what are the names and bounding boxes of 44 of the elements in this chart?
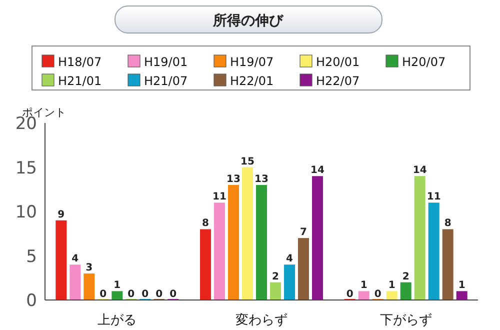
x-tick-label: 下がらず — [380, 313, 432, 328]
data-label: 3 — [86, 262, 93, 274]
legend-label: H19/07 — [230, 55, 274, 69]
data-label: 4 — [286, 254, 294, 265]
data-label: 0 — [142, 289, 149, 300]
data-label: 15 — [240, 156, 254, 168]
legend-label: H22/07 — [316, 74, 360, 88]
data-label: 2 — [272, 271, 280, 282]
legend-label: H22/01 — [230, 74, 274, 88]
data-label: 1 — [114, 280, 121, 292]
chart-title: 所得の伸び — [212, 13, 284, 29]
data-label: 4 — [72, 254, 79, 265]
data-label: 1 — [360, 280, 368, 292]
legend-label: H21/01 — [58, 74, 102, 88]
x-tick-label: 変わらず — [236, 312, 288, 328]
y-tick-label: 15 — [15, 158, 37, 178]
data-label: 14 — [412, 165, 427, 176]
y-tick-label: 0 — [26, 291, 37, 311]
data-label: 1 — [458, 280, 466, 292]
legend-label: H21/07 — [144, 74, 188, 88]
y-tick-label: 5 — [26, 246, 37, 267]
data-label: 7 — [300, 227, 308, 238]
data-label: 8 — [202, 218, 210, 230]
x-tick-label: 上がる — [98, 313, 137, 328]
legend-label: H18/07 — [58, 55, 102, 69]
data-label: 0 — [156, 289, 163, 300]
data-label: 11 — [426, 192, 441, 203]
data-label: 13 — [226, 174, 240, 185]
data-label: 0 — [128, 289, 135, 300]
data-label: 0 — [346, 289, 354, 300]
data-label: 14 — [310, 165, 324, 176]
legend-label: H20/07 — [402, 55, 446, 69]
data-label: 11 — [212, 192, 226, 203]
data-label: 8 — [444, 218, 452, 230]
data-label: 0 — [100, 289, 107, 300]
y-tick-label: 10 — [15, 202, 37, 222]
legend-label: H20/01 — [316, 55, 360, 69]
legend-label: H19/01 — [144, 55, 188, 69]
data-label: 13 — [254, 174, 268, 185]
data-label: 2 — [402, 271, 410, 282]
data-label: 1 — [388, 280, 396, 292]
data-label: 0 — [374, 289, 382, 300]
data-label: 9 — [58, 209, 65, 220]
data-label: 0 — [170, 289, 177, 300]
